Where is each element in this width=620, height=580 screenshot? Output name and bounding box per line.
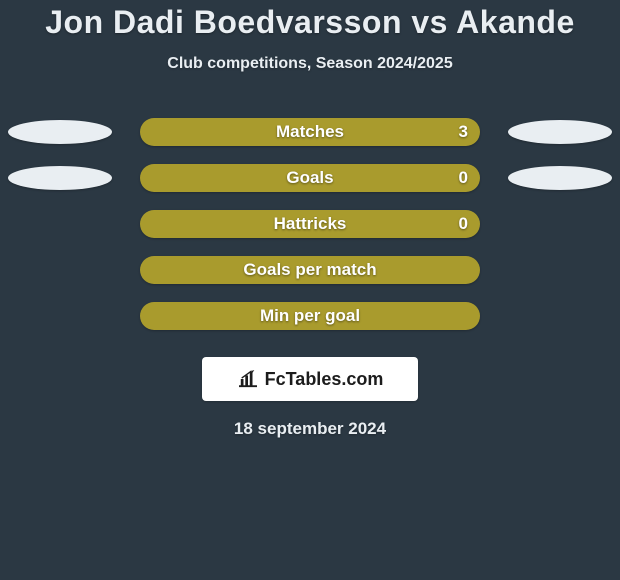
page-subtitle: Club competitions, Season 2024/2025 bbox=[0, 55, 620, 73]
stat-bar: Hattricks0 bbox=[140, 210, 480, 238]
page-title: Jon Dadi Boedvarsson vs Akande bbox=[0, 4, 620, 41]
stat-row: Matches3 bbox=[0, 109, 620, 155]
comparison-infographic: Jon Dadi Boedvarsson vs Akande Club comp… bbox=[0, 0, 620, 580]
stat-bar: Min per goal bbox=[140, 302, 480, 330]
stat-row: Min per goal bbox=[0, 293, 620, 339]
bar-chart-icon bbox=[237, 370, 259, 388]
player2-marker bbox=[508, 120, 612, 144]
stat-bar-fill bbox=[140, 210, 480, 238]
stat-bar-fill bbox=[140, 256, 480, 284]
stat-bar: Goals per match bbox=[140, 256, 480, 284]
stat-bar-fill bbox=[140, 118, 480, 146]
source-badge-text: FcTables.com bbox=[265, 369, 384, 390]
stat-row: Hattricks0 bbox=[0, 201, 620, 247]
source-badge: FcTables.com bbox=[202, 357, 418, 401]
stat-bar: Matches3 bbox=[140, 118, 480, 146]
stat-rows: Matches3 Goals0 Hattricks0 Goals per match M… bbox=[0, 109, 620, 339]
stat-row: Goals0 bbox=[0, 155, 620, 201]
stat-row: Goals per match bbox=[0, 247, 620, 293]
date-text: 18 september 2024 bbox=[0, 419, 620, 439]
player2-marker bbox=[508, 166, 612, 190]
stat-bar-fill bbox=[140, 302, 480, 330]
player1-marker bbox=[8, 166, 112, 190]
stat-bar: Goals0 bbox=[140, 164, 480, 192]
stat-bar-fill bbox=[140, 164, 480, 192]
player1-marker bbox=[8, 120, 112, 144]
